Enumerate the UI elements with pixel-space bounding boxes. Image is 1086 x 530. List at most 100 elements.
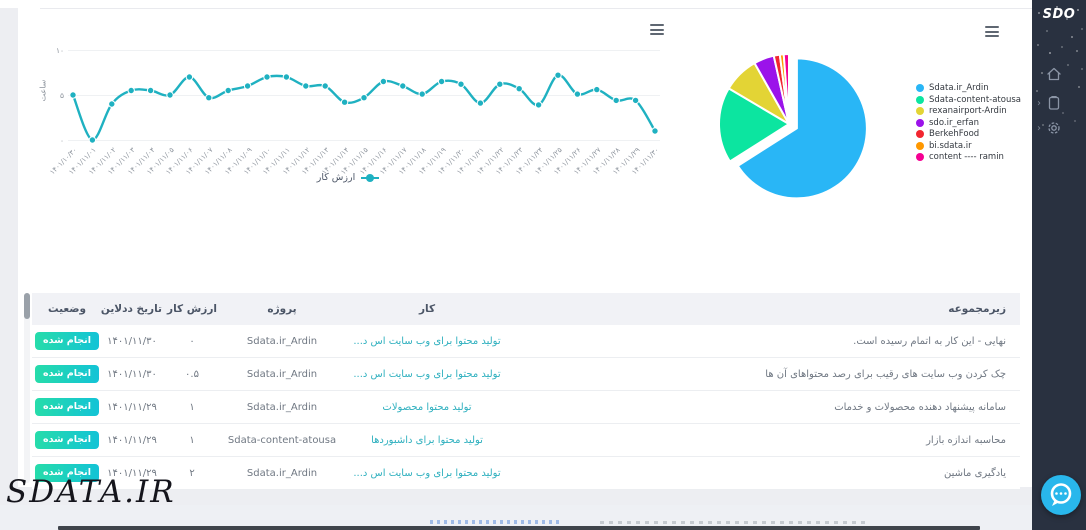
cell-status: انجام شده	[32, 325, 102, 358]
cell-work-value: ۰.۵	[162, 357, 222, 391]
tasks-table: زیرمجموعه کار پروژه ارزش کار تاریخ ددلاین وضع…	[32, 293, 1020, 490]
line-chart-menu-icon[interactable]	[648, 22, 666, 38]
legend-dot-icon	[916, 95, 924, 104]
pie-slice[interactable]	[782, 53, 790, 125]
pie-legend-item[interactable]: Sdata.ir_Ardin	[916, 83, 1021, 93]
pie-slice[interactable]	[718, 87, 790, 163]
pie-legend-item[interactable]: sdo.ir_erfan	[916, 118, 1021, 128]
legend-dot-icon	[916, 84, 924, 92]
y-axis-tick: ۱۰	[55, 46, 64, 55]
clipboard-icon	[1048, 95, 1060, 110]
chat-bubble-icon	[1050, 483, 1072, 506]
data-point-marker	[127, 86, 135, 95]
work-link[interactable]: تولید محتوا برای وب سایت اس د...	[353, 467, 501, 479]
cell-work: تولید محتوا برای وب سایت اس د...	[342, 325, 512, 358]
table-row: یادگیری ماشین تولید محتوا برای وب سایت اس…	[32, 456, 1020, 490]
cell-project: Sdata.ir_Ardin	[222, 390, 342, 424]
chevron-icon: ›	[1037, 98, 1041, 109]
work-link[interactable]: تولید محتوا برای وب سایت اس د...	[353, 368, 501, 380]
pie-legend-item[interactable]: content ---- ramin	[916, 152, 1021, 162]
bottom-edge-bar	[58, 526, 980, 530]
data-point-marker	[146, 86, 155, 95]
cell-project: Sdata.ir_Ardin	[222, 456, 342, 490]
cell-project: Sdata-content-atousa	[222, 423, 342, 457]
data-point-marker	[282, 73, 291, 81]
pie-legend-label: Sdata-content-atousa	[929, 94, 1021, 105]
pie-legend-label: Sdata.ir_Ardin	[929, 83, 989, 93]
data-point-marker	[515, 85, 523, 93]
data-point-marker	[360, 94, 368, 102]
cell-project: Sdata.ir_Ardin	[222, 357, 342, 391]
gear-icon	[1048, 122, 1060, 134]
home-icon	[1047, 67, 1061, 81]
data-point-marker	[534, 101, 543, 109]
status-badge: انجام شده	[35, 464, 99, 482]
table-scrollbar[interactable]	[24, 293, 30, 483]
line-chart-plot: ساعت ۱۰ ۵ ۰ ۱۴۰۱/۱۰/۳۰ ۱۴۰۱/۱۱/۰۱ ۱۴۰۱/۱۱/۰۲ ۱…	[38, 18, 698, 213]
legend-dot-icon	[916, 107, 924, 115]
cell-deadline: ۱۴۰۱/۱۱/۲۹	[102, 390, 162, 424]
legend-dot-icon	[916, 153, 924, 161]
pie-legend-label: BerkehFood	[929, 129, 980, 139]
data-point-marker	[573, 90, 582, 98]
work-link[interactable]: تولید محتوا برای داشبوردها	[371, 434, 483, 446]
sidebar-item-home[interactable]	[1032, 66, 1086, 86]
work-link[interactable]: تولید محتوا برای وب سایت اس د...	[353, 335, 501, 347]
cell-deadline: ۱۴۰۱/۱۱/۲۹	[102, 456, 162, 490]
pie-chart-legend: Sdata.ir_Ardin Sdata-content-atousa rexana…	[916, 83, 1021, 164]
line-chart: ساعت ۱۰ ۵ ۰ ۱۴۰۱/۱۰/۳۰ ۱۴۰۱/۱۱/۰۱ ۱۴۰۱/۱۱/۰۲ ۱…	[18, 0, 708, 220]
data-point-marker	[476, 99, 485, 107]
column-header: تاریخ ددلاین	[101, 293, 162, 325]
sidebar-item-tasks[interactable]: ›	[1032, 95, 1086, 115]
work-link[interactable]: تولید محتوا محصولات	[382, 401, 472, 413]
cell-deadline: ۱۴۰۱/۱۱/۲۹	[102, 423, 162, 457]
legend-dot-icon	[916, 130, 924, 138]
data-point-marker	[108, 100, 116, 108]
data-point-marker	[651, 127, 659, 135]
sidebar-item-settings[interactable]: ›	[1032, 120, 1086, 140]
cell-subcategory: سامانه پیشنهاد دهنده محصولات و خدمات	[512, 390, 1020, 424]
pie-chart-menu-icon[interactable]	[983, 24, 1001, 40]
sidebar: SDO › ›	[1032, 0, 1086, 530]
data-point-marker	[185, 73, 194, 81]
legend-dot-icon	[916, 141, 924, 150]
pie-legend-item[interactable]: rexanairport-Ardin	[916, 106, 1021, 116]
cell-work: تولید محتوا محصولات	[342, 390, 512, 424]
data-point-marker	[457, 80, 465, 88]
line-legend-label: ارزش کار	[316, 172, 356, 183]
data-point-marker	[379, 77, 388, 86]
pie-slice[interactable]	[736, 57, 868, 200]
data-point-marker	[302, 82, 310, 90]
data-point-marker	[593, 85, 601, 94]
table-row: محاسبه اندازه بازار تولید محتوا برای داشب…	[32, 423, 1020, 457]
legend-dot-icon	[916, 118, 924, 127]
sdata-logo[interactable]: SDO	[1042, 7, 1076, 22]
table-row: نهایی - این کار به اتمام رسیده است. تولید…	[32, 325, 1020, 358]
cell-work: تولید محتوا برای وب سایت اس د...	[342, 357, 512, 391]
cell-work: تولید محتوا برای وب سایت اس د...	[342, 456, 512, 490]
starfield-decoration	[1032, 0, 1034, 2]
support-chat-button[interactable]	[1041, 475, 1081, 515]
data-point-marker	[437, 77, 446, 86]
column-header: پروژه	[222, 293, 342, 325]
data-point-marker	[496, 80, 504, 88]
taskbar-sliver	[430, 520, 560, 524]
pie-legend-item[interactable]: bi.sdata.ir	[916, 141, 1021, 151]
data-point-marker	[88, 136, 97, 144]
pie-legend-label: content ---- ramin	[929, 152, 1004, 162]
cell-subcategory: چک کردن وب سایت های رقیب برای رصد محتواه…	[512, 357, 1020, 391]
line-series-svg	[69, 71, 659, 144]
cell-subcategory: محاسبه اندازه بازار	[512, 423, 1020, 457]
data-point-marker	[554, 71, 562, 79]
pie-legend-item[interactable]: Sdata-content-atousa	[916, 95, 1021, 105]
pie-chart: Sdata.ir_Ardin Sdata-content-atousa rexana…	[690, 25, 1032, 210]
status-badge: انجام شده	[35, 365, 99, 383]
table-scrollbar-thumb[interactable]	[24, 293, 30, 319]
cell-deadline: ۱۴۰۱/۱۱/۳۰	[102, 357, 162, 391]
data-point-marker	[224, 86, 232, 95]
line-chart-legend[interactable]: ارزش کار	[18, 172, 678, 183]
pie-legend-item[interactable]: BerkehFood	[916, 129, 1021, 139]
watermark: SDATA.IR	[6, 474, 176, 510]
tasks-table-section: زیرمجموعه کار پروژه ارزش کار تاریخ ددلاین وضع…	[18, 293, 1032, 490]
pie-legend-label: bi.sdata.ir	[929, 140, 972, 151]
